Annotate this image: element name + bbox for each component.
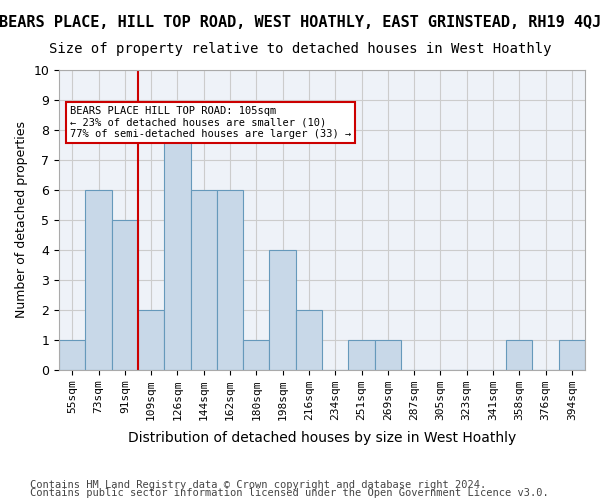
Bar bbox=[243, 340, 269, 370]
Bar bbox=[191, 190, 217, 370]
Text: Contains HM Land Registry data © Crown copyright and database right 2024.: Contains HM Land Registry data © Crown c… bbox=[30, 480, 486, 490]
Bar bbox=[85, 190, 112, 370]
Text: Contains public sector information licensed under the Open Government Licence v3: Contains public sector information licen… bbox=[30, 488, 549, 498]
Bar bbox=[59, 340, 85, 370]
Bar bbox=[112, 220, 138, 370]
Bar bbox=[349, 340, 374, 370]
Text: Size of property relative to detached houses in West Hoathly: Size of property relative to detached ho… bbox=[49, 42, 551, 56]
Bar bbox=[559, 340, 585, 370]
Bar bbox=[506, 340, 532, 370]
X-axis label: Distribution of detached houses by size in West Hoathly: Distribution of detached houses by size … bbox=[128, 431, 516, 445]
Y-axis label: Number of detached properties: Number of detached properties bbox=[15, 122, 28, 318]
Text: BEARS PLACE HILL TOP ROAD: 105sqm
← 23% of detached houses are smaller (10)
77% : BEARS PLACE HILL TOP ROAD: 105sqm ← 23% … bbox=[70, 106, 351, 139]
Bar bbox=[269, 250, 296, 370]
Bar bbox=[164, 130, 191, 370]
Bar bbox=[217, 190, 243, 370]
Bar bbox=[374, 340, 401, 370]
Bar bbox=[138, 310, 164, 370]
Bar bbox=[296, 310, 322, 370]
Text: BEARS PLACE, HILL TOP ROAD, WEST HOATHLY, EAST GRINSTEAD, RH19 4QJ: BEARS PLACE, HILL TOP ROAD, WEST HOATHLY… bbox=[0, 15, 600, 30]
